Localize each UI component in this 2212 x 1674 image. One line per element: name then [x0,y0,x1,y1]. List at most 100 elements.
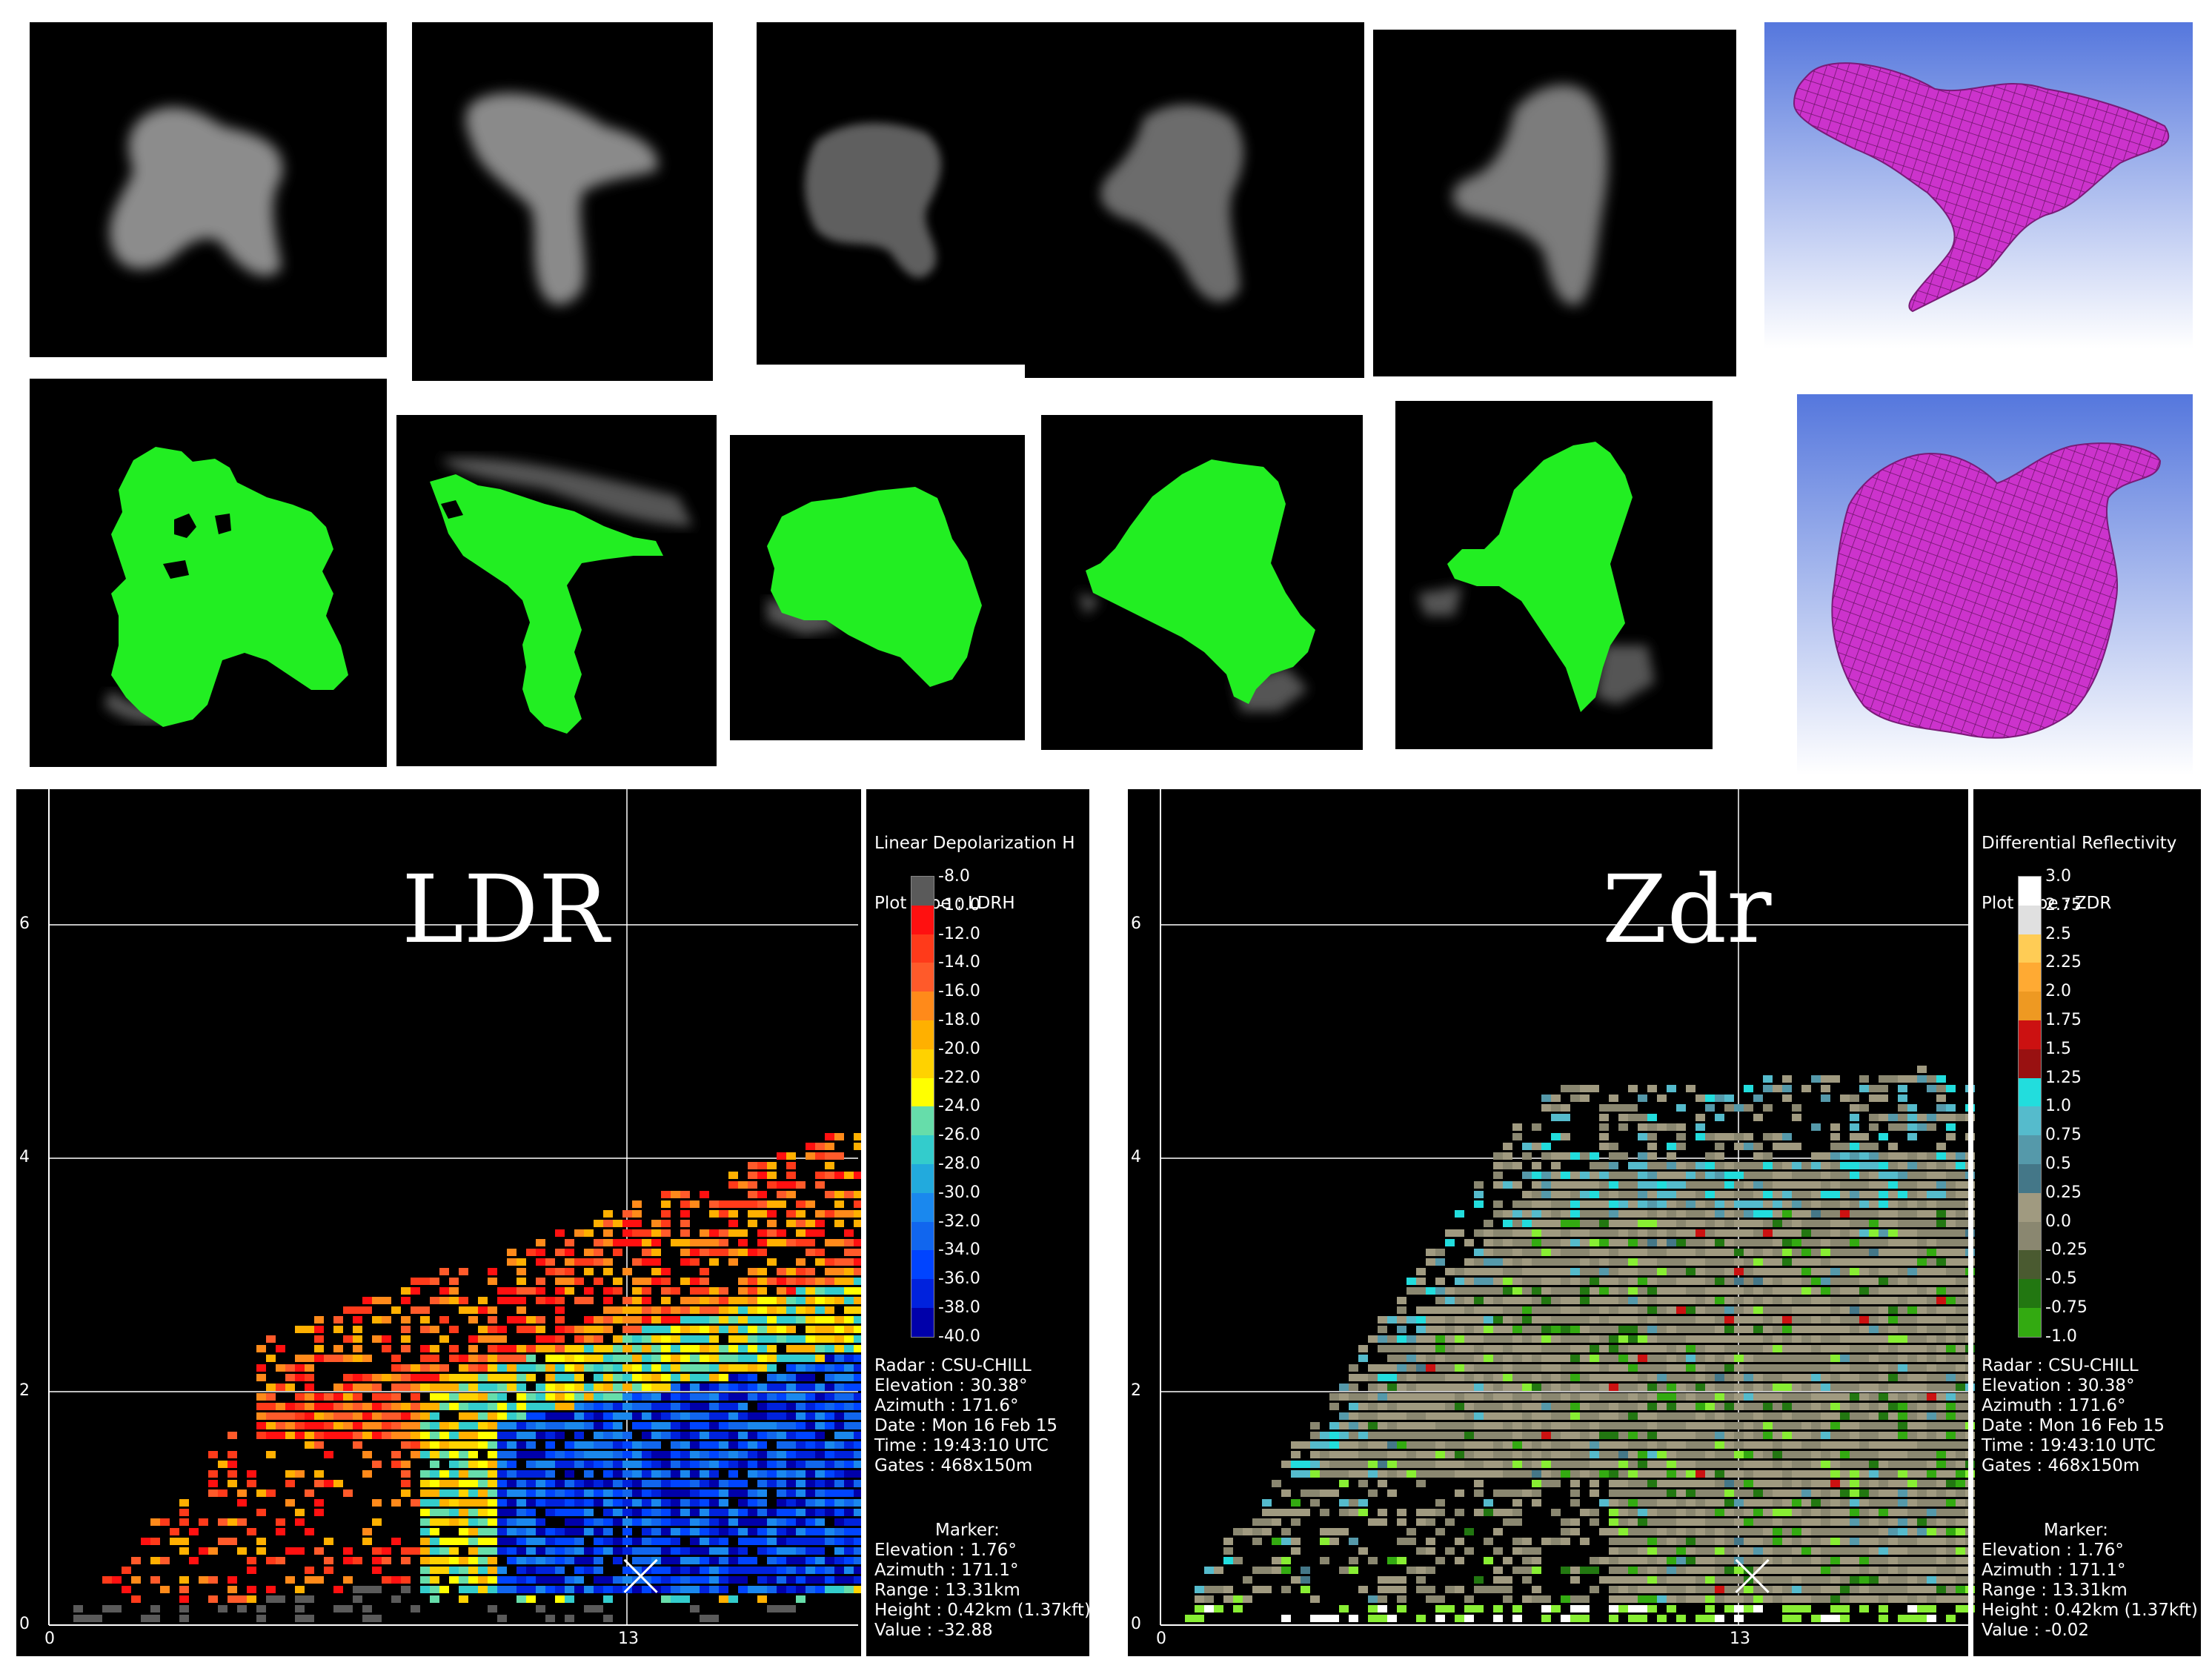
radar-gate [1464,1432,1474,1439]
radar-gate [1686,1345,1695,1352]
radar-gate [1686,1557,1695,1564]
radar-gate [1830,1345,1840,1352]
radar-gate [1358,1345,1368,1352]
radar-gate [1368,1393,1378,1401]
radar-gate [825,1470,834,1478]
radar-gate [1956,1432,1965,1439]
radar-gate [1204,1595,1214,1603]
radar-gate [1647,1451,1657,1458]
radar-gate [1715,1499,1724,1507]
radar-gate [806,1461,815,1468]
radar-gate [1724,1595,1734,1603]
radar-gate [545,1297,555,1304]
radar-gate [1821,1422,1830,1429]
radar-gate [834,1335,844,1343]
radar-gate [1695,1412,1705,1420]
radar-gate [1570,1499,1580,1507]
radar-gate [1859,1316,1869,1323]
radar-gate [1734,1538,1744,1545]
radar-gate [796,1470,806,1478]
radar-gate [1551,1191,1561,1198]
radar-gate [333,1403,343,1410]
radar-gate [545,1355,555,1362]
radar-gate [1512,1441,1522,1449]
radar-gate [700,1384,709,1391]
radar-gate [834,1403,844,1410]
radar-gate [613,1306,622,1314]
radar-gate [661,1567,671,1574]
radar-gate [1724,1297,1734,1304]
radar-gate [1869,1162,1879,1169]
radar-gate [1898,1412,1907,1420]
radar-gate [517,1547,526,1555]
radar-gate [73,1615,83,1622]
radar-gate [632,1586,642,1593]
radar-gate [1638,1374,1647,1381]
radar-gate [545,1441,555,1449]
radar-gate [767,1576,777,1584]
radar-gate [488,1538,497,1545]
radar-gate [1821,1249,1830,1256]
radar-gate [1609,1297,1618,1304]
radar-gate [671,1306,680,1314]
radar-gate [411,1278,420,1285]
radar-gate [1782,1595,1792,1603]
radar-gate [1695,1403,1705,1410]
radar-gate [1946,1567,1956,1574]
radar-gate [651,1547,661,1555]
radar-gate [1830,1470,1840,1478]
radar-gate [1811,1249,1821,1256]
radar-gate [1792,1605,1801,1612]
radar-gate [584,1567,594,1574]
radar-gate [1917,1172,1927,1179]
radar-gate [700,1547,709,1555]
radar-gate [517,1306,526,1314]
radar-gate [497,1422,507,1429]
radar-gate [1541,1451,1551,1458]
radar-gate [1474,1422,1484,1429]
radar-gate [1551,1422,1561,1429]
radar-gate [1580,1297,1590,1304]
radar-gate [1753,1239,1763,1246]
radar-gate [1821,1200,1830,1208]
radar-gate [1522,1297,1532,1304]
radar-gate [767,1528,777,1535]
radar-gate [1705,1268,1715,1275]
radar-gate [536,1258,545,1266]
radar-gate [1782,1451,1792,1458]
radar-gate [700,1615,709,1622]
radar-gate [757,1595,767,1603]
radar-gate [1618,1239,1628,1246]
radar-gate [1792,1364,1801,1372]
radar-gate [1859,1210,1869,1218]
radar-gate [1339,1461,1349,1468]
ldr-product-header: Linear Depolarization H Plot Type : LDRH [874,794,1075,954]
radar-gate [314,1422,324,1429]
radar-gate [1233,1595,1243,1603]
radar-gate [1888,1335,1898,1343]
radar-gate [700,1412,709,1420]
radar-gate [1570,1374,1580,1381]
radar-gate [179,1509,189,1516]
radar-gate [1378,1576,1387,1584]
radar-gate [1850,1335,1859,1343]
radar-gate [1753,1268,1763,1275]
radar-gate [1936,1499,1946,1507]
radar-gate [1821,1586,1830,1593]
radar-gate [420,1528,430,1535]
radar-gate [1676,1461,1686,1468]
radar-gate [1638,1509,1647,1516]
radar-gate [661,1287,671,1295]
radar-gate [1667,1538,1676,1545]
radar-gate [1936,1104,1946,1112]
radar-gate [1445,1384,1455,1391]
radar-gate [1830,1143,1840,1150]
radar-gate [728,1432,738,1439]
radar-gate [728,1306,738,1314]
radar-gate [1503,1422,1512,1429]
radar-gate [1888,1162,1898,1169]
radar-gate [1378,1480,1387,1487]
radar-gate [295,1374,305,1381]
radar-gate [1907,1567,1917,1574]
radar-gate [439,1335,449,1343]
